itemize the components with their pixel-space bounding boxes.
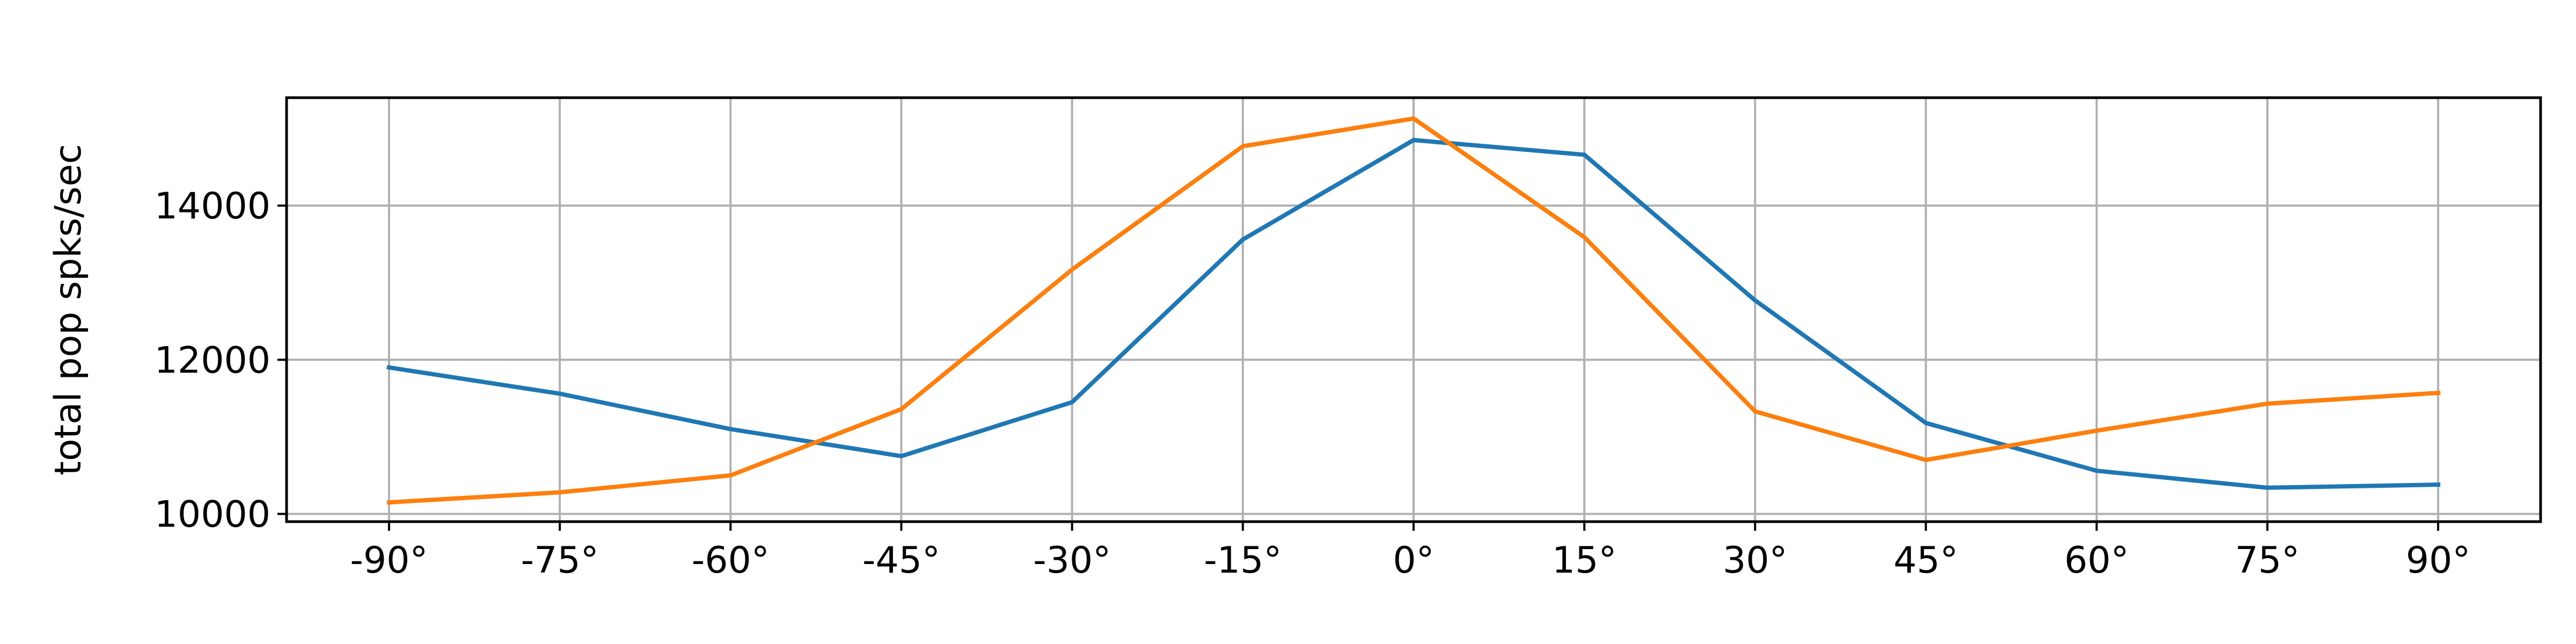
y-tick-label: 14000: [155, 185, 270, 228]
series-line-1: [386, 138, 2441, 490]
x-tick-label: 60°: [2064, 539, 2129, 582]
y-tick-label: 10000: [155, 494, 270, 536]
x-tick-label: -75°: [521, 539, 599, 582]
x-tick-label: 45°: [1893, 539, 1958, 582]
series-line-2: [386, 116, 2441, 505]
x-tick-label: -30°: [1033, 539, 1111, 582]
x-tick-label: 15°: [1552, 539, 1617, 582]
x-tick-label: -15°: [1204, 539, 1282, 582]
y-tick-label: 12000: [155, 339, 270, 382]
x-tick-label: 90°: [2406, 539, 2471, 582]
series-group: [386, 116, 2441, 505]
y-axis: 10000 12000 14000: [155, 185, 287, 536]
x-axis: -90° -75° -60° -45° -30° -15° 0° 15° 30° 45° 60° 75…: [350, 522, 2470, 582]
x-tick-label: 75°: [2235, 539, 2300, 582]
x-tick-label: -60°: [692, 539, 770, 582]
x-tick-label: 0°: [1393, 539, 1434, 582]
y-axis-label: total pop spks/sec: [47, 144, 90, 475]
gridlines: [287, 98, 2541, 522]
x-tick-label: -45°: [862, 539, 940, 582]
x-tick-label: -90°: [350, 539, 428, 582]
x-tick-label: 30°: [1723, 539, 1788, 582]
